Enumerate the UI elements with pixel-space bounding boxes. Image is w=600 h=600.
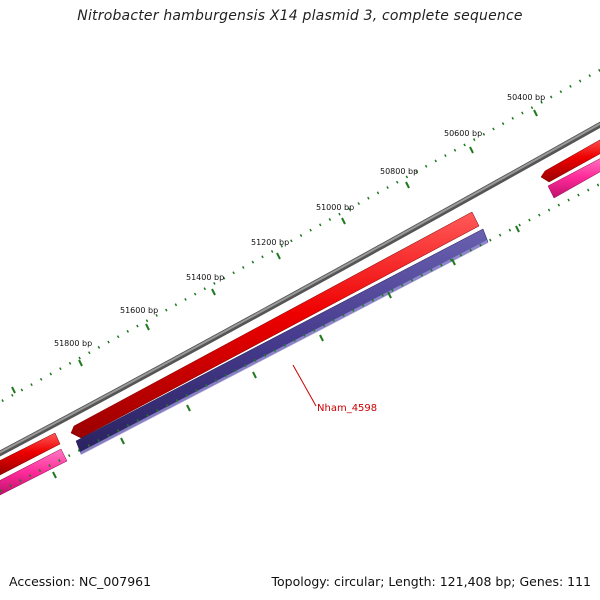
scale-labels: 50400 bp 50600 bp 50800 bp 51000 bp 5120… (54, 93, 545, 348)
major-tick (405, 181, 410, 189)
scale-label: 51600 bp (120, 306, 158, 315)
major-tick (186, 404, 191, 412)
major-tick (387, 291, 392, 299)
major-tick (11, 386, 16, 394)
scale-label: 51800 bp (54, 339, 92, 348)
scale-label: 50800 bp (380, 167, 418, 176)
major-tick (276, 252, 281, 260)
major-tick (52, 471, 57, 479)
scale-label: 50600 bp (444, 129, 482, 138)
summary-text: Topology: circular; Length: 121,408 bp; … (271, 574, 592, 589)
major-tick (211, 288, 216, 296)
major-tick (120, 437, 125, 445)
gene-callout: Nham_4598 (292, 364, 377, 414)
forward-gene-arrow[interactable] (70, 211, 480, 439)
pink-gene-arrow[interactable] (0, 448, 68, 496)
scale-label: 51200 bp (251, 238, 289, 247)
major-tick (145, 323, 150, 331)
outer-tick-row (1, 68, 600, 403)
major-tick (469, 146, 474, 154)
accession-text: Accession: NC_007961 (9, 574, 152, 589)
forward-gene-track (0, 137, 600, 476)
gene-leader-line (292, 364, 317, 407)
gene-label[interactable]: Nham_4598 (317, 403, 377, 414)
forward-gene-arrow[interactable] (0, 432, 61, 476)
major-tick (341, 217, 346, 225)
outer-ticks (1, 68, 600, 403)
scale-label: 51000 bp (316, 203, 354, 212)
major-tick (533, 109, 538, 117)
major-tick (515, 225, 520, 233)
inner-tick-row (0, 182, 600, 493)
major-tick (451, 258, 456, 266)
map-title: Nitrobacter hamburgensis X14 plasmid 3, … (77, 8, 523, 24)
forward-gene-arrow[interactable] (540, 137, 600, 183)
plasmid-backbone (0, 121, 600, 457)
pink-gene-arrow[interactable] (547, 156, 600, 199)
major-tick (78, 359, 83, 367)
major-tick (319, 334, 324, 342)
scale-label: 51400 bp (186, 273, 224, 282)
inner-ticks (0, 182, 600, 493)
scale-label: 50400 bp (507, 93, 545, 102)
major-tick (252, 371, 257, 379)
pink-gene-track (0, 156, 600, 496)
